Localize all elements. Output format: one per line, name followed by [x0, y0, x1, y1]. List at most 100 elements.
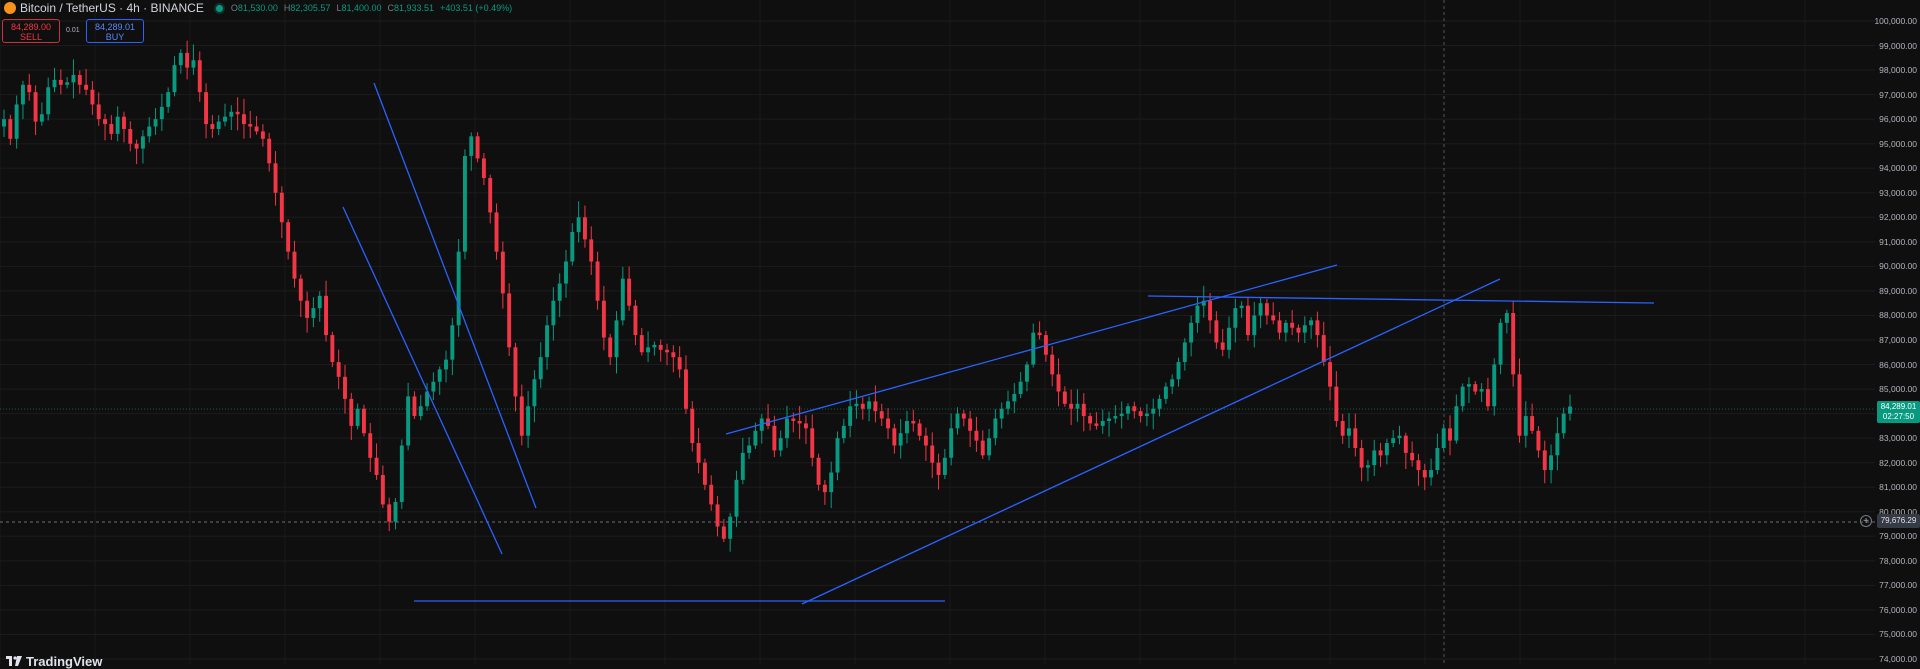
- tradingview-logo[interactable]: TradingView: [6, 653, 102, 669]
- candle-body: [103, 119, 107, 125]
- candle-body: [1227, 327, 1231, 350]
- candle-body: [633, 305, 638, 336]
- candle-body: [1397, 435, 1402, 439]
- candle-body: [418, 406, 423, 417]
- plus-icon[interactable]: +: [1860, 515, 1872, 527]
- candle-body: [1328, 362, 1333, 387]
- buy-button[interactable]: 84,289.01 BUY: [86, 19, 144, 43]
- candle-body: [785, 418, 789, 439]
- candle-body: [229, 111, 234, 117]
- ohlc-low: L81,400.00: [336, 3, 382, 13]
- candle-body: [1170, 379, 1175, 387]
- candle-body: [1100, 420, 1105, 426]
- candle-body: [709, 484, 714, 505]
- candle-body: [917, 423, 922, 436]
- candle-body: [1056, 374, 1061, 392]
- symbol-header[interactable]: Bitcoin / TetherUS · 4h · BINANCE O81,53…: [0, 0, 518, 16]
- candle-body: [728, 516, 733, 539]
- candle-body: [336, 362, 341, 377]
- candle-body: [324, 295, 328, 336]
- candle-body: [1422, 470, 1427, 478]
- candle-body: [393, 501, 398, 522]
- candle-body: [1460, 386, 1465, 407]
- candle-body: [1485, 389, 1490, 407]
- candle-body: [1561, 413, 1566, 434]
- candle-body: [570, 232, 575, 262]
- buy-price: 84,289.01: [94, 22, 136, 32]
- candle-body: [241, 114, 246, 125]
- candle-body: [1157, 398, 1162, 409]
- candle-body: [1309, 320, 1314, 326]
- candle-body: [980, 440, 985, 456]
- candle-body: [538, 357, 543, 380]
- candle-body: [519, 396, 524, 436]
- candle-body: [494, 212, 499, 252]
- candle-body: [1201, 300, 1206, 306]
- candle-body: [911, 420, 916, 424]
- sell-button[interactable]: 84,289.00 SELL: [2, 19, 60, 43]
- symbol-title[interactable]: Bitcoin / TetherUS · 4h · BINANCE: [20, 1, 204, 15]
- candle-body: [77, 74, 82, 85]
- candle-body: [153, 119, 158, 127]
- candle-body: [425, 391, 430, 407]
- candle-body: [412, 396, 417, 417]
- candle-body: [620, 278, 625, 321]
- candle-body: [298, 278, 303, 301]
- candle-body: [1416, 460, 1421, 471]
- candle-body: [753, 430, 758, 446]
- price-tick-label: 98,000.00: [1879, 65, 1917, 76]
- candle-body: [361, 408, 366, 434]
- candle-body: [627, 278, 632, 306]
- candle-body: [658, 344, 663, 350]
- candle-body: [646, 347, 651, 353]
- candle-body: [677, 357, 682, 370]
- price-axis[interactable]: 100,000.00 99,000.00 98,000.00 97,000.00 96,…: [1874, 0, 1920, 664]
- candle-body: [791, 418, 796, 421]
- candle-body: [475, 136, 480, 159]
- candle-body: [406, 396, 411, 446]
- candle-body: [399, 445, 404, 502]
- candle-body: [595, 261, 600, 301]
- candle-body: [993, 418, 998, 439]
- candle-body: [1214, 320, 1219, 343]
- candle-body: [778, 438, 783, 451]
- candle-body: [968, 418, 973, 431]
- price-tick-label: 100,000.00: [1874, 16, 1917, 26]
- candle-body: [734, 479, 739, 517]
- price-tick-label: 75,000.00: [1879, 629, 1917, 640]
- candle-body: [1448, 428, 1452, 441]
- candle-body: [463, 155, 467, 252]
- candle-body: [1220, 342, 1225, 350]
- candle-body: [134, 143, 139, 149]
- candle-body: [810, 428, 815, 458]
- candle-body: [1549, 455, 1554, 471]
- candle-body: [1012, 393, 1017, 402]
- candle-body: [848, 406, 853, 426]
- candle-body: [879, 411, 884, 419]
- candle-body: [1378, 450, 1383, 456]
- candle-body: [96, 104, 101, 120]
- candle-body: [671, 352, 676, 358]
- price-tick-label: 78,000.00: [1879, 555, 1917, 566]
- candle-body: [1555, 433, 1560, 456]
- candle-body: [305, 300, 310, 318]
- candle-body: [835, 438, 840, 473]
- candle-body: [1094, 423, 1099, 426]
- price-tick-label: 82,000.00: [1879, 457, 1917, 468]
- price-tick-label: 87,000.00: [1879, 335, 1917, 345]
- candle-body: [437, 369, 442, 382]
- candle-body: [178, 52, 183, 66]
- candle-body: [740, 452, 745, 480]
- candle-body: [431, 381, 436, 392]
- candle-body: [1435, 447, 1440, 471]
- candle-body: [254, 126, 259, 132]
- buy-label: BUY: [105, 32, 125, 42]
- price-tick-label: 81,000.00: [1879, 482, 1917, 493]
- candle-body: [330, 335, 335, 363]
- candle-body: [172, 65, 177, 93]
- candlestick-chart[interactable]: [0, 0, 1875, 664]
- candle-body: [1283, 322, 1288, 333]
- candle-body: [84, 84, 89, 90]
- candle-body: [488, 178, 493, 213]
- candle-body: [1233, 308, 1238, 328]
